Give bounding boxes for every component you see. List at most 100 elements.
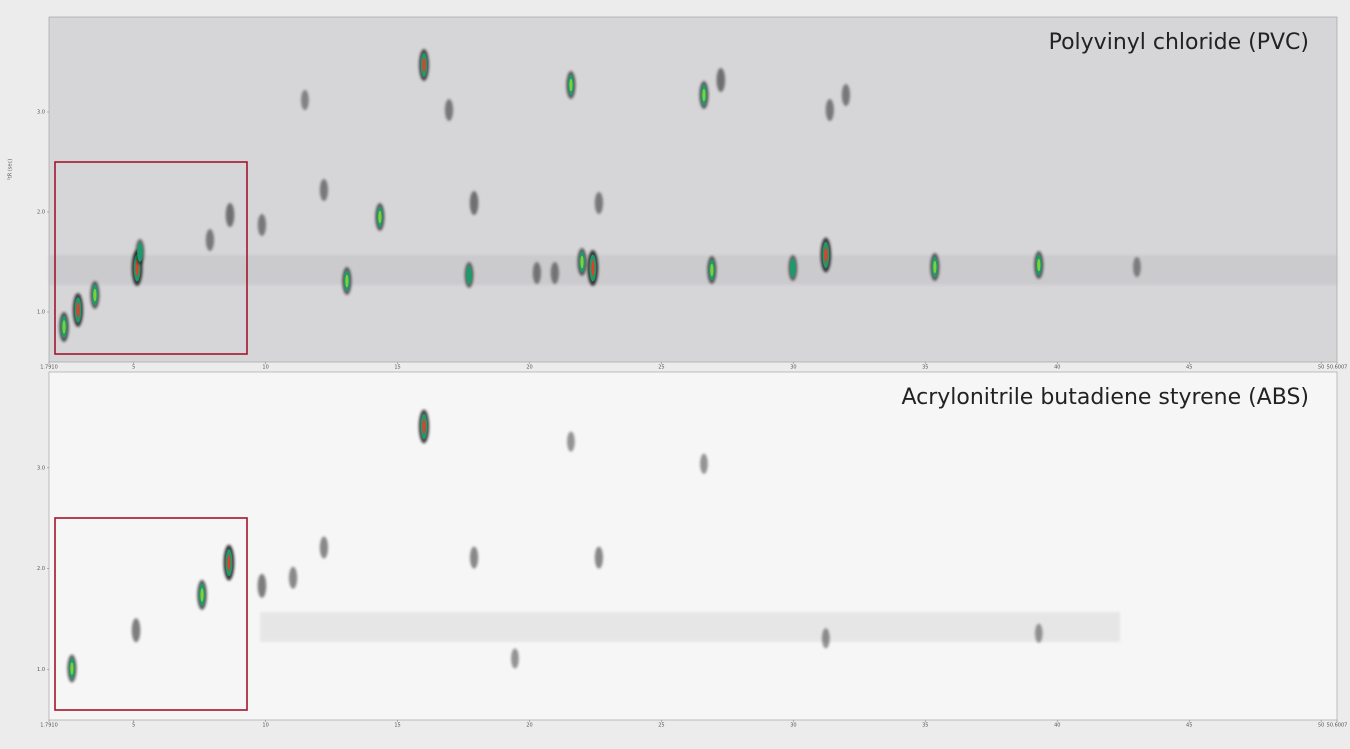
x-tick-label: 30	[790, 723, 796, 729]
peak	[841, 84, 850, 106]
peak-core	[200, 588, 204, 602]
x-tick-label: 5	[132, 365, 135, 371]
y-axis-label: ²tR (sec)	[8, 159, 14, 180]
peak	[587, 250, 599, 286]
x-tick-label: 15	[394, 365, 400, 371]
peak-core	[227, 554, 231, 571]
peak-halo	[205, 229, 215, 251]
peak	[135, 239, 145, 265]
peak	[707, 256, 717, 284]
x-tick-label: 1.7910	[40, 723, 58, 729]
peak	[1034, 251, 1044, 279]
x-tick-label: 50.6007	[1327, 365, 1348, 371]
peak-halo	[1034, 623, 1043, 643]
peak-halo	[257, 214, 267, 236]
peak	[700, 453, 708, 474]
peak	[90, 281, 100, 309]
peak-core	[580, 255, 584, 269]
highlight-box	[54, 517, 248, 711]
x-tick-label: 35	[922, 365, 928, 371]
peak	[375, 203, 385, 231]
peak	[550, 262, 559, 284]
x-tick-label: 45	[1186, 365, 1192, 371]
peak	[288, 566, 298, 589]
peak-halo	[319, 536, 329, 559]
x-tick-label: 50	[1318, 723, 1324, 729]
peak-mid	[466, 265, 472, 285]
peak-core	[378, 210, 382, 224]
peak	[511, 648, 519, 669]
peak	[257, 214, 267, 236]
x-tick-label: 30	[790, 365, 796, 371]
x-tick-label: 25	[658, 723, 664, 729]
peak	[1133, 257, 1141, 277]
y-tick-label: 1.0	[37, 667, 45, 673]
peak-core	[62, 320, 66, 334]
peak	[469, 191, 479, 215]
peak	[820, 237, 832, 273]
peak	[418, 49, 430, 81]
peak	[699, 81, 709, 109]
peak-halo	[288, 566, 298, 589]
peak-halo	[469, 191, 479, 215]
peak-halo	[511, 648, 519, 669]
peak	[825, 99, 834, 121]
peak-core	[1037, 258, 1041, 272]
peak	[444, 99, 454, 121]
x-tick-label: 35	[922, 723, 928, 729]
x-tick-label: 15	[394, 723, 400, 729]
peak	[72, 293, 84, 327]
peak	[319, 179, 329, 201]
y-tick-label: 1.0	[37, 310, 45, 316]
x-tick-label: 40	[1054, 365, 1060, 371]
peak-halo	[319, 179, 329, 201]
peak-core	[135, 259, 139, 277]
peak-halo	[821, 628, 830, 649]
background-band	[49, 255, 1337, 285]
peak	[67, 654, 77, 683]
peak-core	[710, 263, 714, 277]
peak	[59, 312, 69, 342]
peak-core	[591, 259, 595, 277]
peak	[223, 544, 235, 581]
peak-halo	[716, 68, 726, 92]
peak	[205, 229, 215, 251]
peak-halo	[301, 90, 309, 110]
peak	[594, 546, 604, 569]
y-tick-label: 2.0	[37, 210, 45, 216]
peak	[567, 431, 575, 452]
x-tick-label: 20	[526, 723, 532, 729]
peak-core	[702, 88, 706, 102]
chart-title: Acrylonitrile butadiene styrene (ABS)	[901, 385, 1309, 410]
x-tick-label: 20	[526, 365, 532, 371]
peak	[716, 68, 726, 92]
peak	[342, 267, 352, 295]
peak-halo	[444, 99, 454, 121]
x-tick-label: 5	[132, 723, 135, 729]
peak-halo	[550, 262, 559, 284]
peak-halo	[1133, 257, 1141, 277]
peak	[464, 262, 474, 288]
peak	[301, 90, 309, 110]
highlight-box	[54, 161, 248, 355]
peak-core	[422, 57, 426, 73]
peak	[594, 192, 604, 214]
background-band	[260, 612, 1120, 642]
peak	[257, 573, 267, 598]
peak	[319, 536, 329, 559]
x-tick-label: 50	[1318, 365, 1324, 371]
peak	[577, 248, 587, 276]
x-tick-label: 25	[658, 365, 664, 371]
peak	[1034, 623, 1043, 643]
peak-halo	[532, 262, 541, 284]
peak-core	[569, 78, 573, 92]
x-tick-label: 50.6007	[1327, 723, 1348, 729]
peak-halo	[225, 203, 235, 227]
peak-core	[76, 302, 80, 318]
peak-halo	[594, 546, 604, 569]
peak-mid	[137, 242, 143, 262]
peak-halo	[469, 546, 479, 569]
peak-mid	[789, 258, 796, 278]
peak	[566, 71, 576, 99]
